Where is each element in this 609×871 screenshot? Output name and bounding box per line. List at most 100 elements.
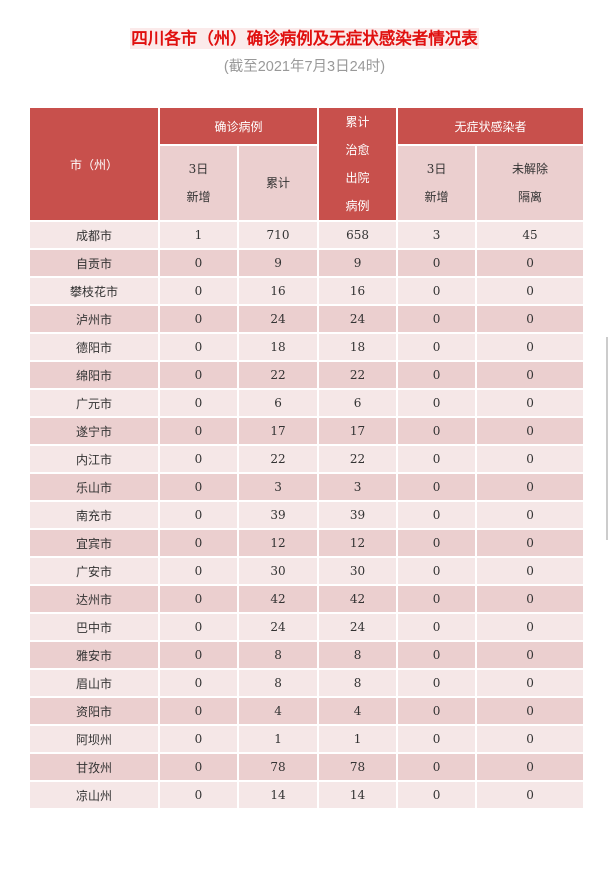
cell-city: 雅安市	[28, 640, 160, 670]
cell-cured: 24	[317, 304, 399, 334]
table-row: 达州市 0 42 42 0 0	[28, 584, 586, 614]
cell-confirmed-new: 0	[158, 332, 239, 362]
table-row: 资阳市 0 4 4 0 0	[28, 696, 586, 726]
cell-confirmed-total: 710	[236, 220, 320, 250]
table-row: 阿坝州 0 1 1 0 0	[28, 724, 586, 754]
cell-confirmed-total: 39	[236, 500, 320, 530]
cell-cured: 30	[317, 556, 399, 586]
cell-confirmed-new: 0	[158, 528, 239, 558]
cell-asym-new: 0	[396, 444, 478, 474]
header-cured: 累计 治愈 出院 病例	[317, 106, 399, 222]
cell-cured: 1	[317, 724, 399, 754]
table-row: 遂宁市 0 17 17 0 0	[28, 416, 586, 446]
cell-asym-new: 0	[396, 304, 478, 334]
table-row: 泸州市 0 24 24 0 0	[28, 304, 586, 334]
cell-confirmed-new: 0	[158, 640, 239, 670]
cell-confirmed-total: 12	[236, 528, 320, 558]
header-asymptomatic: 无症状感染者	[396, 106, 586, 146]
cell-cured: 658	[317, 220, 399, 250]
header-city: 市（州）	[28, 106, 160, 222]
cell-city: 眉山市	[28, 668, 160, 698]
table-row: 雅安市 0 8 8 0 0	[28, 640, 586, 670]
cell-confirmed-new: 0	[158, 696, 239, 726]
header-confirmed-total: 累计	[236, 144, 320, 222]
cell-city: 阿坝州	[28, 724, 160, 754]
cell-confirmed-total: 14	[236, 780, 320, 810]
cell-cured: 17	[317, 416, 399, 446]
cell-asym-new: 0	[396, 332, 478, 362]
cell-asym-isolation: 0	[475, 332, 586, 362]
cell-confirmed-new: 0	[158, 472, 239, 502]
cell-asym-new: 0	[396, 276, 478, 306]
cell-confirmed-new: 1	[158, 220, 239, 250]
cell-confirmed-new: 0	[158, 276, 239, 306]
page-subtitle: (截至2021年7月3日24时)	[223, 59, 386, 75]
cell-asym-new: 0	[396, 724, 478, 754]
cell-cured: 18	[317, 332, 399, 362]
cell-asym-isolation: 0	[475, 388, 586, 418]
table-row: 凉山州 0 14 14 0 0	[28, 780, 586, 810]
cell-confirmed-total: 4	[236, 696, 320, 726]
cell-confirmed-total: 8	[236, 640, 320, 670]
cell-asym-new: 0	[396, 752, 478, 782]
cell-confirmed-new: 0	[158, 248, 239, 278]
cell-confirmed-total: 30	[236, 556, 320, 586]
cell-confirmed-total: 16	[236, 276, 320, 306]
cell-asym-new: 0	[396, 528, 478, 558]
cell-city: 遂宁市	[28, 416, 160, 446]
cell-confirmed-new: 0	[158, 724, 239, 754]
cell-confirmed-total: 8	[236, 668, 320, 698]
cell-asym-isolation: 0	[475, 752, 586, 782]
cell-asym-new: 0	[396, 696, 478, 726]
cell-city: 南充市	[28, 500, 160, 530]
cell-asym-new: 0	[396, 248, 478, 278]
cell-asym-new: 0	[396, 640, 478, 670]
table-row: 自贡市 0 9 9 0 0	[28, 248, 586, 278]
header-asym-new: 3日 新增	[396, 144, 478, 222]
cell-asym-new: 0	[396, 584, 478, 614]
cell-confirmed-new: 0	[158, 416, 239, 446]
cell-asym-isolation: 0	[475, 724, 586, 754]
cell-asym-new: 0	[396, 556, 478, 586]
cell-asym-isolation: 0	[475, 472, 586, 502]
cell-city: 自贡市	[28, 248, 160, 278]
cell-cured: 12	[317, 528, 399, 558]
page-title: 四川各市（州）确诊病例及无症状感染者情况表	[130, 28, 479, 49]
cell-city: 巴中市	[28, 612, 160, 642]
cell-asym-new: 0	[396, 472, 478, 502]
cell-asym-isolation: 45	[475, 220, 586, 250]
cell-confirmed-new: 0	[158, 500, 239, 530]
cell-asym-isolation: 0	[475, 500, 586, 530]
cell-city: 甘孜州	[28, 752, 160, 782]
cell-asym-isolation: 0	[475, 780, 586, 810]
table-row: 成都市 1 710 658 3 45	[28, 220, 586, 250]
cell-city: 乐山市	[28, 472, 160, 502]
cell-cured: 22	[317, 360, 399, 390]
cell-asym-isolation: 0	[475, 612, 586, 642]
table-row: 德阳市 0 18 18 0 0	[28, 332, 586, 362]
cell-city: 达州市	[28, 584, 160, 614]
table-row: 甘孜州 0 78 78 0 0	[28, 752, 586, 782]
cell-confirmed-new: 0	[158, 388, 239, 418]
cell-city: 广元市	[28, 388, 160, 418]
scrollbar[interactable]	[606, 337, 608, 540]
header-confirmed-new: 3日 新增	[158, 144, 239, 222]
cell-confirmed-new: 0	[158, 584, 239, 614]
cell-asym-new: 0	[396, 360, 478, 390]
cell-cured: 4	[317, 696, 399, 726]
cell-confirmed-new: 0	[158, 752, 239, 782]
table-row: 南充市 0 39 39 0 0	[28, 500, 586, 530]
table-row: 内江市 0 22 22 0 0	[28, 444, 586, 474]
table-row: 绵阳市 0 22 22 0 0	[28, 360, 586, 390]
cell-cured: 8	[317, 668, 399, 698]
cell-asym-isolation: 0	[475, 584, 586, 614]
table-row: 巴中市 0 24 24 0 0	[28, 612, 586, 642]
cell-confirmed-total: 78	[236, 752, 320, 782]
cell-confirmed-total: 18	[236, 332, 320, 362]
cases-table: 市（州） 确诊病例 累计 治愈 出院 病例 无症状感染者 3日 新增 累计 3日新…	[28, 106, 586, 810]
cell-asym-new: 3	[396, 220, 478, 250]
cell-confirmed-new: 0	[158, 780, 239, 810]
cell-confirmed-total: 3	[236, 472, 320, 502]
cell-asym-isolation: 0	[475, 668, 586, 698]
cell-city: 资阳市	[28, 696, 160, 726]
